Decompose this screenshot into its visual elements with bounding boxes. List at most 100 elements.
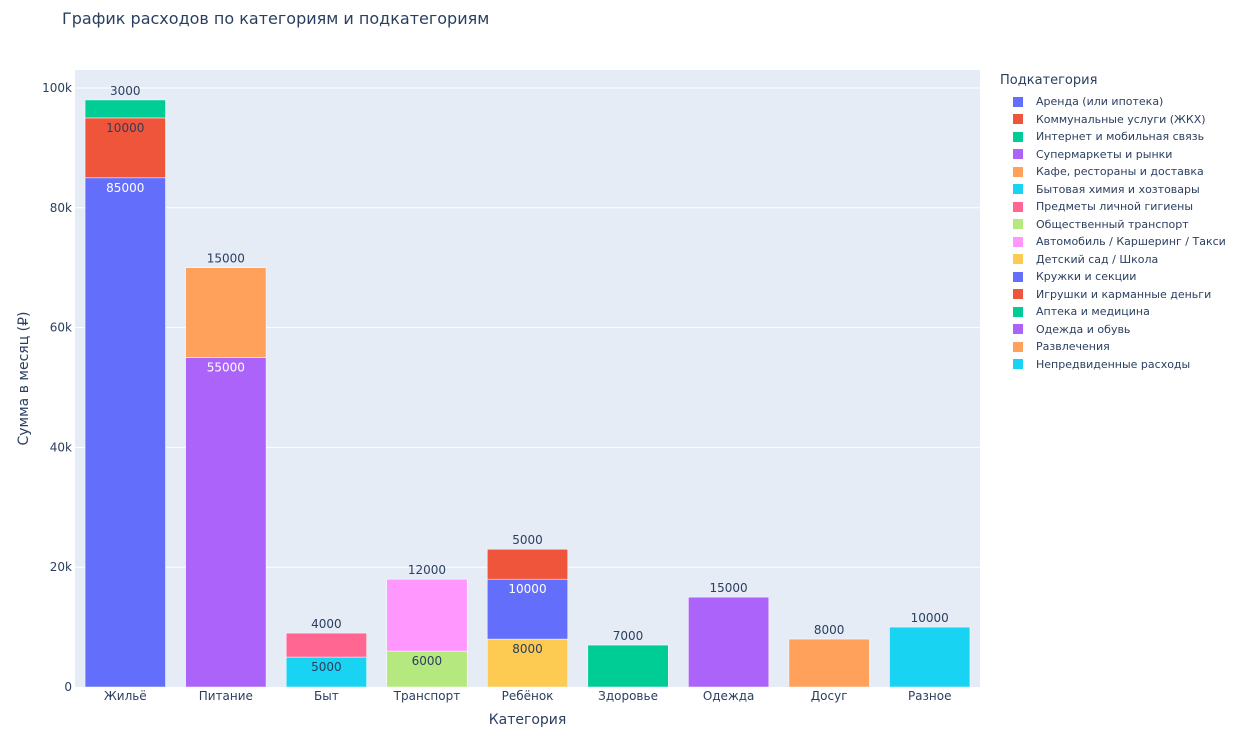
chart-title: График расходов по категориям и подкатег… bbox=[62, 9, 490, 28]
legend-swatch bbox=[1013, 201, 1023, 212]
legend-swatch bbox=[1013, 236, 1023, 247]
x-tick-label: Жильё bbox=[104, 689, 147, 703]
legend-item[interactable]: Аптека и медицина bbox=[1000, 303, 1226, 321]
bar-segment bbox=[285, 656, 367, 688]
legend-label: Одежда и обувь bbox=[1036, 322, 1131, 336]
legend-swatch bbox=[1013, 149, 1023, 160]
x-tick-label: Одежда bbox=[703, 689, 755, 703]
data-label: 10000 bbox=[508, 582, 546, 596]
legend-item[interactable]: Интернет и мобильная связь bbox=[1000, 128, 1226, 146]
bar-segment bbox=[889, 626, 971, 688]
legend-label: Интернет и мобильная связь bbox=[1036, 130, 1205, 144]
legend-label: Игрушки и карманные деньги bbox=[1036, 287, 1212, 301]
legend-swatch bbox=[1013, 341, 1023, 352]
y-tick-label: 0 bbox=[64, 680, 72, 694]
data-label: 8000 bbox=[512, 642, 543, 656]
bar-segment bbox=[84, 117, 166, 179]
legend-label: Коммунальные услуги (ЖКХ) bbox=[1036, 112, 1206, 126]
data-label: 4000 bbox=[311, 617, 342, 631]
legend-item[interactable]: Аренда (или ипотека) bbox=[1000, 93, 1226, 111]
data-label: 7000 bbox=[613, 629, 644, 643]
legend-item[interactable]: Общественный транспорт bbox=[1000, 216, 1226, 234]
data-label: 3000 bbox=[110, 84, 141, 98]
legend-swatch bbox=[1013, 114, 1023, 125]
legend-item[interactable]: Коммунальные услуги (ЖКХ) bbox=[1000, 111, 1226, 129]
legend-items: Аренда (или ипотека) Коммунальные услуги … bbox=[1000, 93, 1226, 373]
legend-label: Развлечения bbox=[1036, 340, 1110, 354]
legend-label: Супермаркеты и рынки bbox=[1036, 147, 1173, 161]
y-tick-label: 40k bbox=[50, 440, 72, 454]
data-label: 6000 bbox=[412, 654, 443, 668]
data-label: 8000 bbox=[814, 623, 845, 637]
legend-title: Подкатегория bbox=[1000, 73, 1098, 88]
bar-segment bbox=[386, 578, 468, 652]
legend-item[interactable]: Бытовая химия и хозтовары bbox=[1000, 181, 1226, 199]
data-label: 5000 bbox=[311, 660, 342, 674]
legend-swatch bbox=[1013, 96, 1023, 107]
legend-swatch bbox=[1013, 131, 1023, 142]
data-label: 15000 bbox=[710, 581, 748, 595]
bar-segment bbox=[487, 578, 568, 640]
x-tick-label: Быт bbox=[314, 689, 339, 703]
legend-swatch bbox=[1013, 306, 1023, 317]
bar-segment bbox=[185, 267, 267, 358]
bar-segment bbox=[386, 650, 468, 688]
bar-segment bbox=[84, 177, 166, 688]
legend: Подкатегория Аренда (или ипотека) Коммуна… bbox=[1000, 73, 1226, 373]
legend-item[interactable]: Супермаркеты и рынки bbox=[1000, 146, 1226, 164]
bar-segment bbox=[788, 638, 870, 688]
legend-item[interactable]: Развлечения bbox=[1000, 338, 1226, 356]
bar-segment bbox=[688, 596, 770, 688]
legend-item[interactable]: Непредвиденные расходы bbox=[1000, 356, 1226, 374]
legend-swatch bbox=[1013, 219, 1023, 230]
legend-item[interactable]: Одежда и обувь bbox=[1000, 321, 1226, 339]
y-tick-label: 100k bbox=[42, 81, 72, 95]
legend-item[interactable]: Кафе, рестораны и доставка bbox=[1000, 163, 1226, 181]
y-tick-label: 60k bbox=[50, 321, 72, 335]
x-axis-title: Категория bbox=[489, 712, 567, 728]
legend-swatch bbox=[1013, 359, 1023, 370]
legend-item[interactable]: Автомобиль / Каршеринг / Такси bbox=[1000, 233, 1226, 251]
bar-segment bbox=[84, 99, 166, 119]
legend-swatch bbox=[1013, 166, 1023, 177]
legend-swatch bbox=[1013, 254, 1023, 265]
legend-swatch bbox=[1013, 184, 1023, 195]
legend-item[interactable]: Кружки и секции bbox=[1000, 268, 1226, 286]
data-label: 55000 bbox=[207, 361, 245, 375]
data-label: 12000 bbox=[408, 563, 446, 577]
bar-segment bbox=[285, 632, 367, 658]
legend-label: Аптека и медицина bbox=[1036, 305, 1150, 319]
bar-segment bbox=[487, 548, 568, 580]
legend-swatch bbox=[1013, 289, 1023, 300]
x-tick-label: Здоровье bbox=[598, 689, 658, 703]
legend-label: Детский сад / Школа bbox=[1036, 252, 1159, 266]
legend-swatch bbox=[1013, 271, 1023, 282]
legend-item[interactable]: Предметы личной гигиены bbox=[1000, 198, 1226, 216]
bar-segment bbox=[587, 644, 669, 688]
y-tick-label: 20k bbox=[50, 560, 72, 574]
legend-label: Предметы личной гигиены bbox=[1036, 200, 1194, 214]
x-tick-label: Ребёнок bbox=[502, 689, 554, 703]
data-label: 15000 bbox=[207, 252, 245, 266]
data-label: 10000 bbox=[911, 611, 949, 625]
data-label: 5000 bbox=[512, 533, 543, 547]
legend-item[interactable]: Игрушки и карманные деньги bbox=[1000, 286, 1226, 304]
x-tick-label: Питание bbox=[199, 689, 253, 703]
legend-label: Непредвиденные расходы bbox=[1036, 357, 1191, 371]
x-tick-label: Досуг bbox=[811, 689, 848, 703]
legend-swatch bbox=[1013, 324, 1023, 335]
bar-segment bbox=[487, 638, 568, 688]
x-tick-label: Разное bbox=[908, 689, 952, 703]
legend-label: Кружки и секции bbox=[1036, 270, 1137, 284]
legend-item[interactable]: Детский сад / Школа bbox=[1000, 251, 1226, 269]
legend-label: Кафе, рестораны и доставка bbox=[1036, 165, 1204, 179]
y-axis-title: Сумма в месяц (₽) bbox=[16, 311, 32, 445]
data-label: 10000 bbox=[106, 121, 144, 135]
legend-label: Автомобиль / Каршеринг / Такси bbox=[1036, 235, 1226, 249]
x-tick-label: Транспорт bbox=[393, 689, 461, 703]
bar-segment bbox=[185, 357, 267, 688]
legend-label: Бытовая химия и хозтовары bbox=[1036, 182, 1200, 196]
y-tick-label: 80k bbox=[50, 201, 72, 215]
